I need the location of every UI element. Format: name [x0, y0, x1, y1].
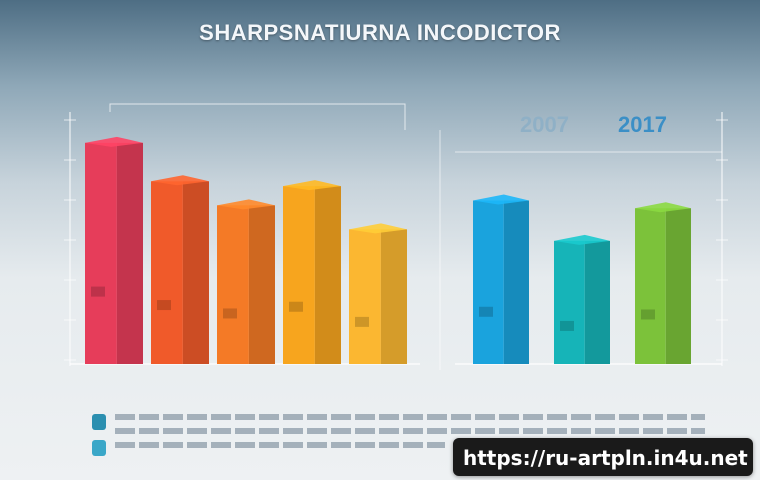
bar-chip [223, 308, 237, 319]
bar [473, 200, 504, 364]
bar-top [283, 180, 341, 191]
bar-top [349, 223, 407, 234]
bar-top [151, 175, 209, 186]
document-icon [92, 414, 106, 430]
bar-chip [355, 316, 369, 327]
bar [635, 208, 666, 364]
bar-top [554, 234, 610, 245]
bar [85, 142, 117, 364]
caption-line-1 [115, 414, 705, 420]
bar-top [635, 202, 691, 213]
bar-top [85, 136, 143, 147]
bar-side [116, 142, 143, 364]
caption-line-2 [115, 428, 705, 434]
bar-chip [289, 301, 303, 312]
bar-side [314, 186, 341, 364]
bar-top [473, 194, 529, 205]
callout-bracket [109, 103, 406, 130]
bar [554, 240, 585, 364]
caption-line-3 [115, 442, 445, 448]
bar [349, 229, 381, 364]
bar-side [503, 200, 529, 364]
year-label-right: 2017 [618, 112, 667, 137]
bar-side [584, 240, 610, 364]
bar [217, 205, 249, 364]
bar-side [182, 181, 209, 364]
url-text[interactable]: https://ru-artpln.in4u.net [463, 446, 748, 470]
page-title: SHARPSNATIURNA INCODICTOR [199, 20, 561, 45]
url-banner [453, 438, 753, 476]
bar-chip [479, 306, 493, 317]
bar-side [380, 229, 407, 364]
bar-chip [560, 320, 574, 331]
bar-side [665, 208, 691, 364]
bar-chip [91, 286, 105, 297]
bar-chip [641, 309, 655, 320]
bar-chip [157, 300, 171, 311]
bar-top [217, 199, 275, 210]
spray-bottle-icon [92, 440, 106, 456]
bar-side [248, 205, 275, 364]
bar [283, 186, 315, 364]
bar [151, 181, 183, 364]
year-label-left: 2007 [520, 112, 569, 137]
